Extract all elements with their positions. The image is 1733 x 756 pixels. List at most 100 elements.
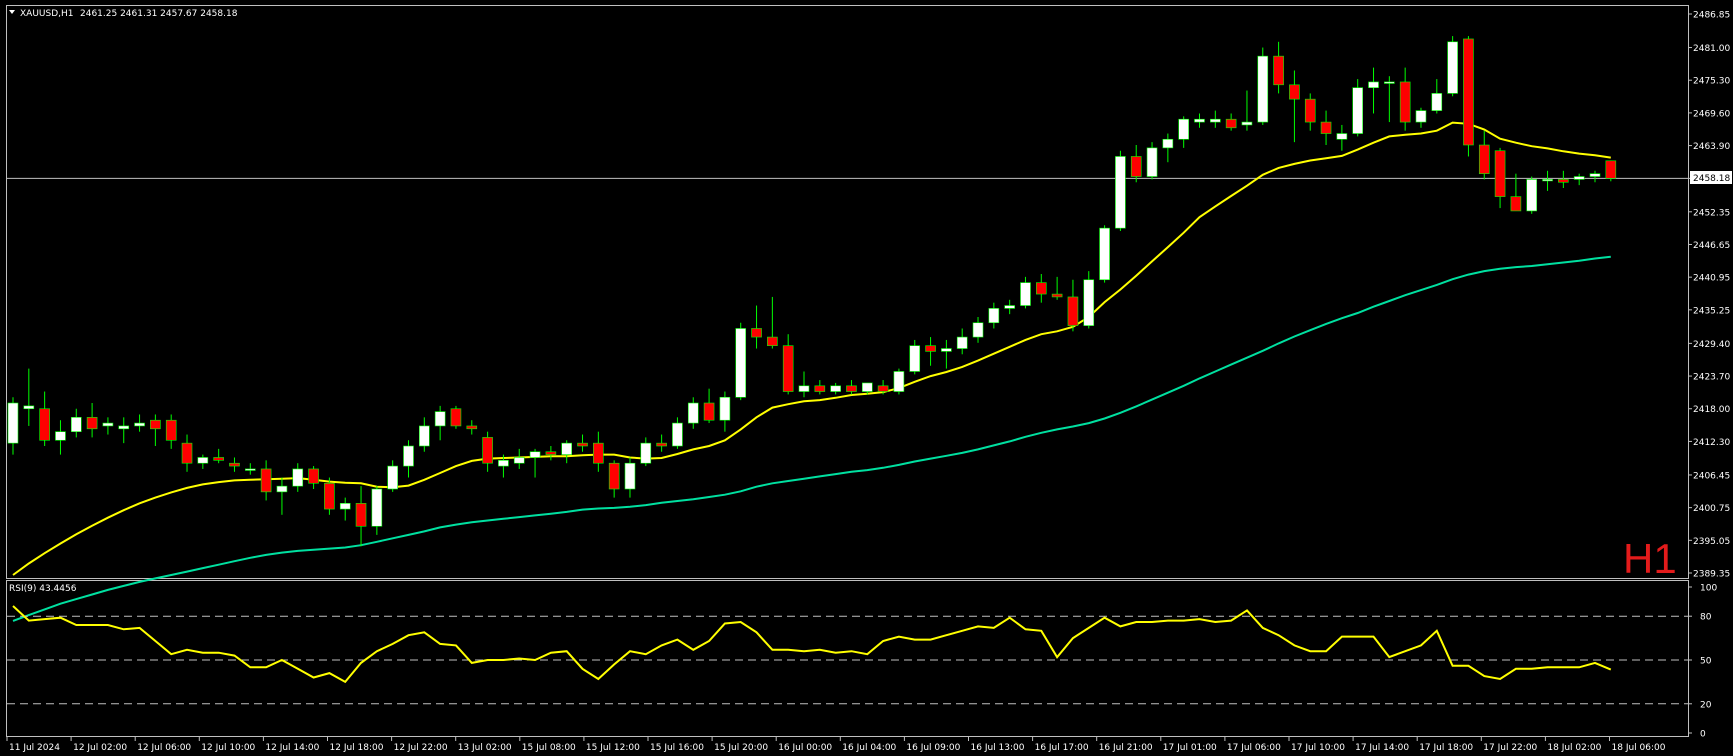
candle-body-bull <box>640 442 652 464</box>
time-tick-label: 17 Jul 06:00 <box>1227 743 1281 753</box>
candle <box>165 414 177 449</box>
candle-body-bull <box>134 422 145 427</box>
price-tick-label: 2400.75 <box>1693 504 1730 514</box>
candle-body-bull <box>830 385 841 392</box>
candle <box>70 408 82 438</box>
candle-body-bear <box>593 442 604 464</box>
candle <box>1146 142 1158 180</box>
candle <box>893 368 905 395</box>
candle-body-bear <box>925 345 936 352</box>
time-tick-label: 17 Jul 18:00 <box>1419 743 1473 753</box>
candle-body-bear <box>1463 38 1474 146</box>
price-tick-label: 2481.00 <box>1693 44 1730 54</box>
candle <box>1289 70 1300 143</box>
candle <box>735 322 747 401</box>
candle-body-bull <box>1447 41 1458 94</box>
candle-body-bear <box>324 482 335 510</box>
candle <box>1352 79 1363 137</box>
rsi-tick-label: 100 <box>1700 584 1717 594</box>
candle <box>1589 170 1601 183</box>
candle <box>1573 173 1585 186</box>
candle <box>1162 133 1174 163</box>
candle-body-bull <box>941 348 952 352</box>
candle-body-bull <box>513 457 525 464</box>
price-tick-label: 2395.05 <box>1693 537 1730 547</box>
price-tick-label: 2389.35 <box>1693 570 1730 580</box>
candle <box>308 466 319 490</box>
candle-body-bull <box>197 457 209 464</box>
candle <box>1447 36 1458 97</box>
candle <box>1558 170 1569 189</box>
candle <box>213 448 224 464</box>
time-tick-label: 13 Jul 02:00 <box>458 743 512 753</box>
candle-body-bull <box>1099 227 1110 281</box>
candle <box>719 391 731 432</box>
candle <box>1273 41 1284 94</box>
candle-body-bull <box>909 345 921 372</box>
candle-body-bull <box>1020 282 1031 306</box>
price-tick-label: 2418.00 <box>1693 405 1730 415</box>
candle <box>434 405 446 441</box>
candle-body-bull <box>1146 147 1158 177</box>
candle-body-bear <box>1273 55 1284 86</box>
candle-body-bull <box>1368 81 1379 88</box>
candle <box>877 380 889 395</box>
candle <box>1051 276 1063 300</box>
candle-body-bull <box>1178 118 1189 140</box>
candle-body-bull <box>529 451 541 458</box>
candle <box>577 434 588 452</box>
price-tick-label: 2423.70 <box>1693 373 1730 383</box>
candle <box>403 440 414 478</box>
candle-body-bull <box>7 402 19 444</box>
candle <box>1225 113 1237 131</box>
ma-slow-line <box>12 255 1611 622</box>
candle <box>23 368 35 426</box>
price-tick-label: 2452.35 <box>1693 208 1730 218</box>
candle-body-bear <box>877 385 889 392</box>
candle <box>1004 299 1015 315</box>
time-tick-label: 17 Jul 10:00 <box>1291 743 1345 753</box>
candle <box>1605 160 1617 182</box>
candle <box>355 486 367 547</box>
candle <box>814 380 826 395</box>
candle-body-bear <box>782 345 794 392</box>
candle <box>1130 145 1142 183</box>
candle-body-bear <box>482 437 493 464</box>
candle <box>1384 76 1395 123</box>
time-tick-label: 16 Jul 17:00 <box>1035 743 1089 753</box>
candle <box>450 405 462 429</box>
candle <box>513 448 525 469</box>
time-tick-label: 15 Jul 20:00 <box>714 743 768 753</box>
time-tick-label: 16 Jul 21:00 <box>1099 743 1153 753</box>
candle-body-bull <box>798 385 810 392</box>
time-tick-label: 18 Jul 02:00 <box>1547 743 1601 753</box>
time-tick-label: 17 Jul 01:00 <box>1163 743 1217 753</box>
candle-body-bull <box>1115 156 1126 229</box>
time-tick-label: 12 Jul 10:00 <box>201 743 255 753</box>
candle <box>561 440 573 464</box>
candle <box>197 454 209 469</box>
time-tick-label: 12 Jul 22:00 <box>394 743 448 753</box>
price-tick-label: 2429.40 <box>1693 340 1730 350</box>
time-axis[interactable]: 11 Jul 2024 12 Jul 02:00 12 Jul 06:00 12 Ju… <box>6 737 1666 753</box>
symbol-menu-icon[interactable] <box>9 10 15 14</box>
candle-body-bull <box>118 425 130 430</box>
candle <box>118 417 130 444</box>
candle <box>1494 147 1506 209</box>
candle <box>861 382 873 395</box>
candle-body-bull <box>1352 87 1363 134</box>
candle <box>1415 107 1427 128</box>
candle <box>245 463 256 475</box>
candle <box>1067 279 1079 332</box>
price-tick-label: 2469.60 <box>1693 109 1730 119</box>
rsi-tick-label: 50 <box>1700 657 1712 667</box>
candle-body-bear <box>1558 179 1569 183</box>
candle-body-bull <box>1004 305 1015 309</box>
time-tick-label: 18 Jul 06:00 <box>1612 743 1666 753</box>
price-tick-label: 2475.30 <box>1693 77 1730 87</box>
candle <box>656 434 667 452</box>
price-plot <box>7 36 1688 622</box>
candle-body-bull <box>624 462 636 490</box>
candle-body-bull <box>55 431 66 441</box>
candle <box>1194 113 1205 128</box>
